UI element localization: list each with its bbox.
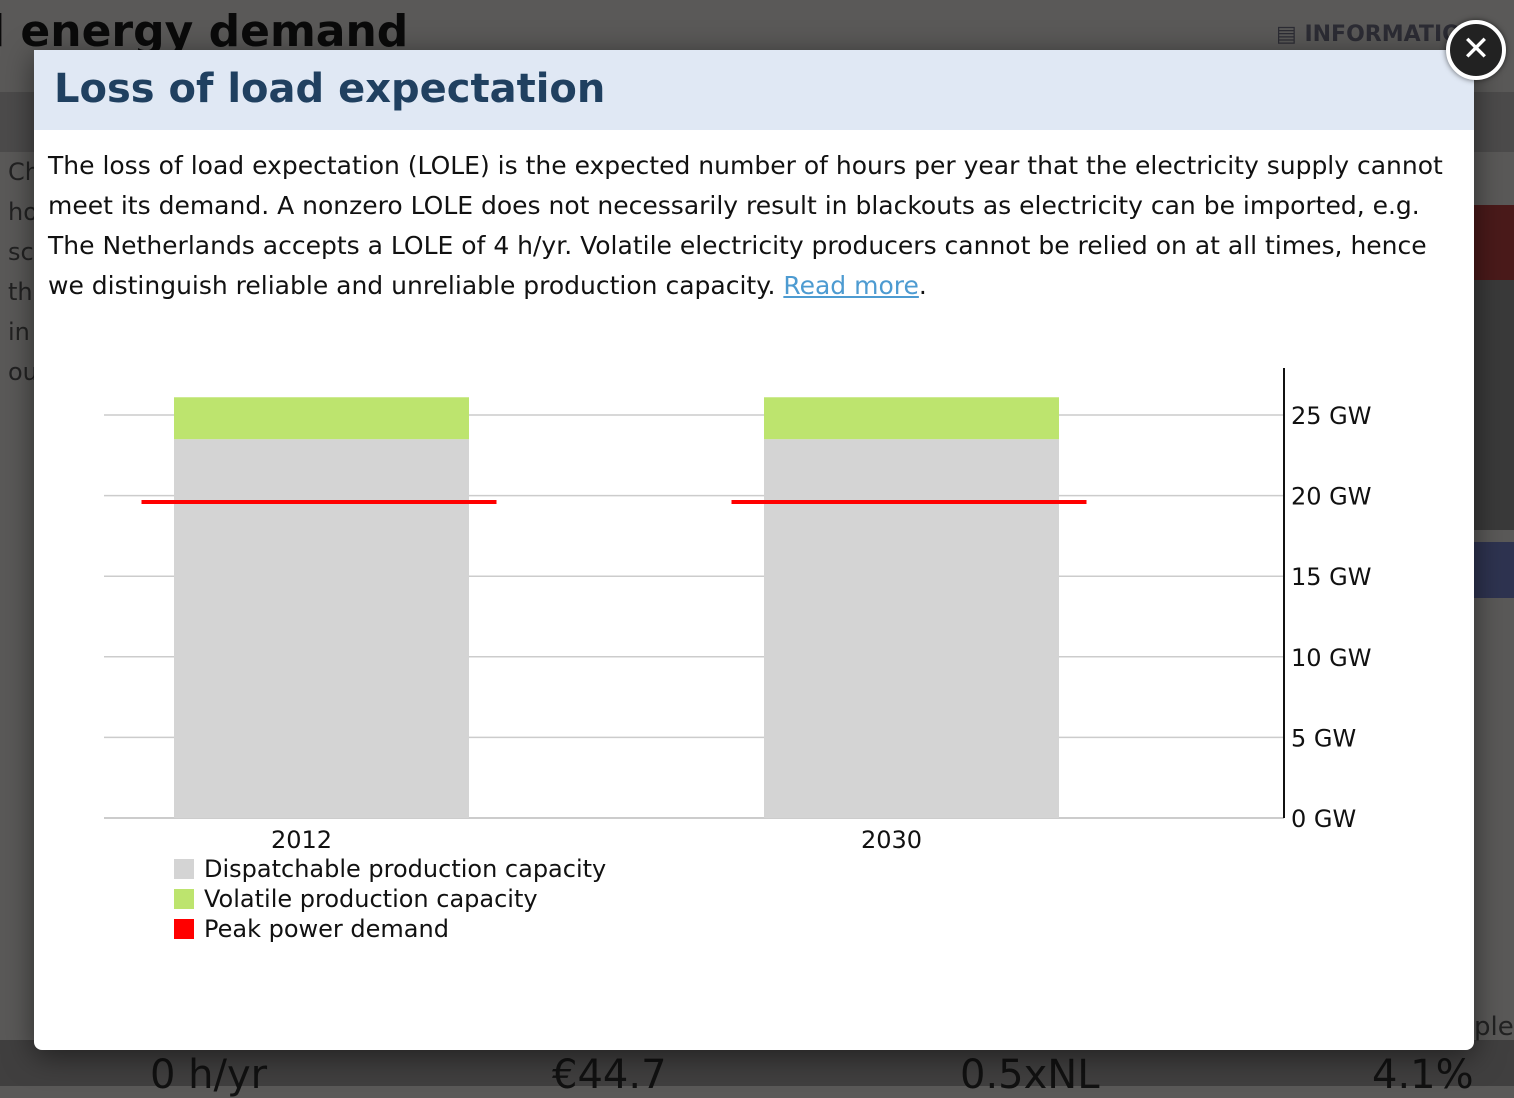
bar-segment	[174, 397, 469, 440]
close-icon: ✕	[1461, 29, 1491, 69]
background-panel	[1474, 280, 1514, 530]
legend-item: Volatile production capacity	[174, 884, 606, 914]
side-fragment: in	[8, 318, 30, 346]
modal-description: The loss of load expectation (LOLE) is t…	[48, 146, 1458, 306]
information-label: INFORMATIO	[1304, 22, 1461, 47]
side-fragment: th	[8, 278, 33, 306]
description-suffix: .	[918, 271, 927, 300]
information-button[interactable]: ▤ INFORMATIO	[1276, 22, 1461, 47]
side-fragment: sc	[8, 238, 34, 266]
legend-item: Dispatchable production capacity	[174, 854, 606, 884]
y-tick-label: 25 GW	[1291, 402, 1372, 430]
x-tick-label: 2012	[271, 826, 332, 854]
y-tick-label: 20 GW	[1291, 483, 1372, 511]
legend-swatch	[174, 919, 194, 939]
close-button[interactable]: ✕	[1446, 20, 1506, 80]
bar-segment	[174, 439, 469, 818]
background-page-title: l energy demand	[0, 6, 409, 57]
side-fragment: ou	[8, 358, 38, 386]
legend-label: Volatile production capacity	[204, 885, 538, 913]
background-fragment: ples	[1474, 1012, 1514, 1042]
y-tick-label: 10 GW	[1291, 644, 1372, 672]
y-tick-label: 5 GW	[1291, 724, 1356, 752]
side-fragment: ho	[8, 198, 38, 226]
bar-segment	[764, 397, 1059, 440]
bar-segment	[764, 439, 1059, 818]
legend-label: Dispatchable production capacity	[204, 855, 607, 883]
legend-swatch	[174, 889, 194, 909]
legend-item: Peak power demand	[174, 914, 606, 944]
modal-header: Loss of load expectation	[34, 50, 1474, 130]
y-tick-label: 15 GW	[1291, 563, 1372, 591]
background-panel	[1474, 205, 1514, 280]
y-tick-label: 0 GW	[1291, 805, 1356, 833]
legend-swatch	[174, 859, 194, 879]
background-panel	[1474, 542, 1514, 598]
modal-title: Loss of load expectation	[54, 66, 606, 112]
chart-legend: Dispatchable production capacity Volatile…	[174, 854, 606, 944]
legend-label: Peak power demand	[204, 915, 449, 943]
read-more-link[interactable]: Read more	[783, 271, 919, 300]
description-text: The loss of load expectation (LOLE) is t…	[48, 151, 1443, 300]
x-tick-label: 2030	[861, 826, 922, 854]
